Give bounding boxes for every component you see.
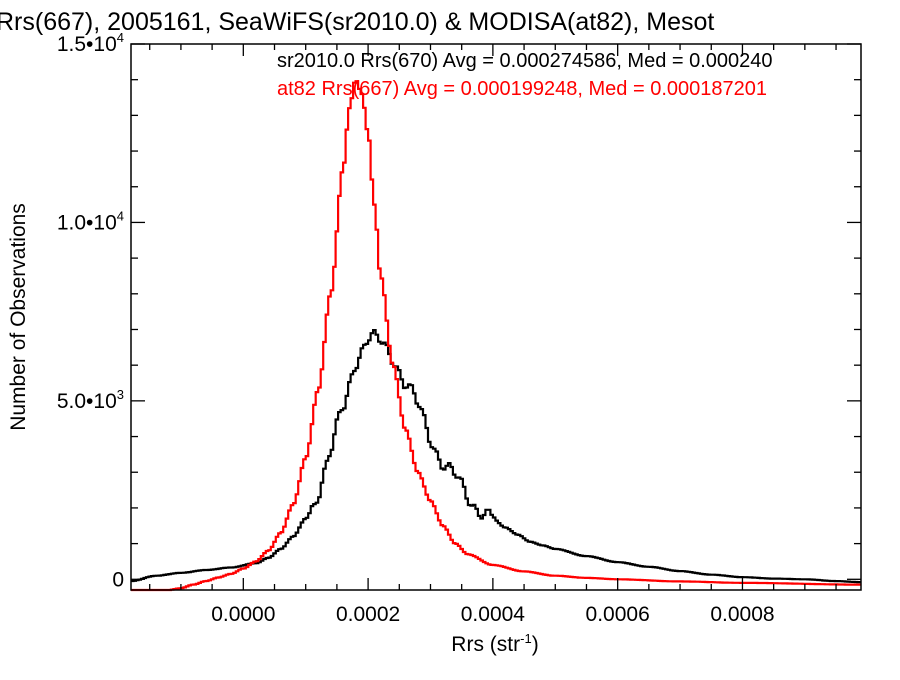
y-tick-label: 0 [112,568,124,591]
y-tick-label: 1.0•104 [57,208,124,234]
legend: sr2010.0 Rrs(670) Avg = 0.000274586, Med… [277,50,773,100]
y-tick-label: 1.5•104 [57,30,124,56]
plot-area [131,80,861,592]
series-line-at82 [131,80,861,592]
x-axis-label-close: ) [532,633,539,656]
x-tick-label: 0.0004 [461,603,526,626]
y-tick-mantissa: 0 [112,568,124,591]
y-axis-label: Number of Observations [7,203,30,431]
x-axis-label-base: Rrs (str [451,633,520,656]
x-axis-label: Rrs (str-1) [451,631,538,656]
x-tick-label: 0.0000 [211,603,275,626]
series-line-sr2010 [131,329,861,584]
y-tick-label: 5.0•103 [57,387,124,413]
x-tick-label: 0.0002 [336,603,400,626]
y-tick-exponent: 3 [117,387,124,402]
y-tick-exponent: 4 [117,30,124,45]
plot-frame [130,43,862,591]
legend-entry-at82: at82 Rrs(667) Avg = 0.000199248, Med = 0… [277,78,767,100]
x-tick-label: 0.0008 [710,603,774,626]
y-tick-mantissa: 5.0•10 [57,390,117,413]
legend-entry-sr2010: sr2010.0 Rrs(670) Avg = 0.000274586, Med… [277,50,773,72]
x-axis-label-sup: -1 [520,631,532,646]
x-tick-label: 0.0006 [586,603,650,626]
y-tick-mantissa: 1.5•10 [57,33,117,56]
y-tick-exponent: 4 [117,208,124,223]
chart-title: Rrs(667), 2005161, SeaWiFS(sr2010.0) & M… [0,8,714,36]
y-tick-mantissa: 1.0•10 [57,211,117,234]
